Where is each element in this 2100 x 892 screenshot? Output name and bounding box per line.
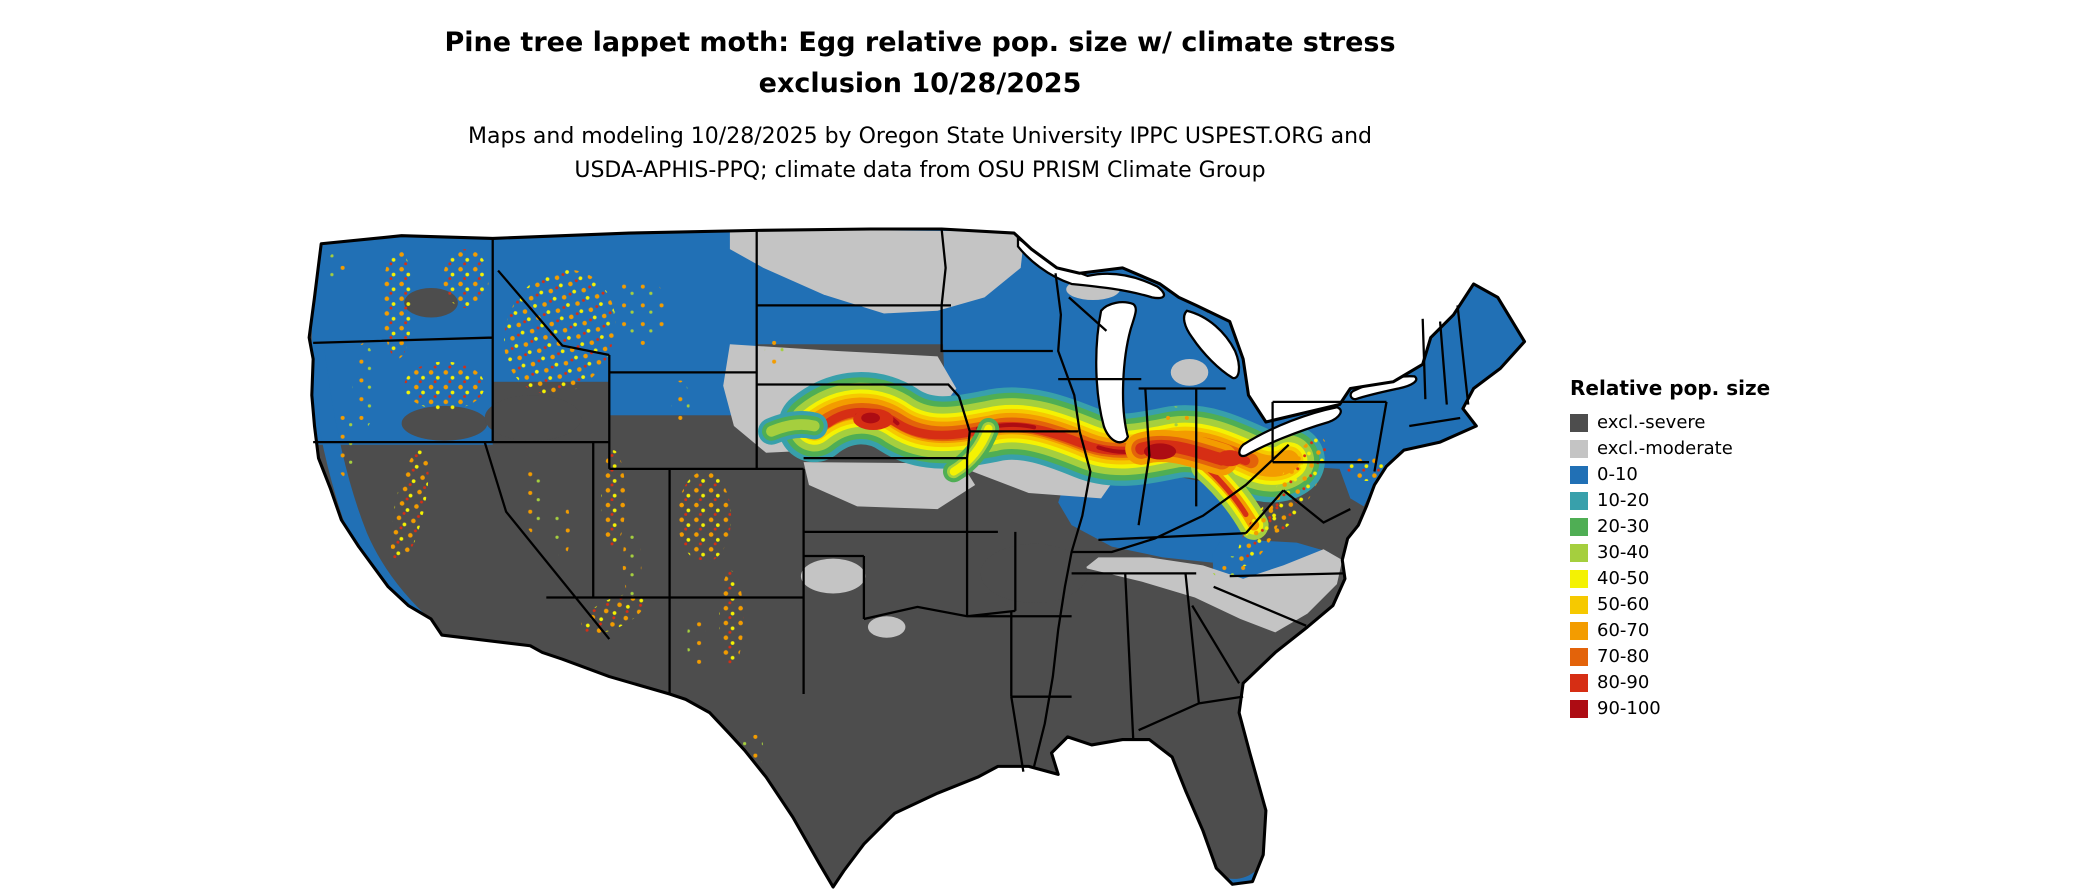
legend-swatch — [1570, 648, 1588, 666]
legend-swatch — [1570, 492, 1588, 510]
legend-row: 0-10 — [1570, 462, 1770, 488]
legend-row: excl.-moderate — [1570, 436, 1770, 462]
legend-swatch — [1570, 674, 1588, 692]
legend: Relative pop. size excl.-severe excl.-mo… — [1570, 376, 1770, 722]
legend-swatch — [1570, 570, 1588, 588]
map-subtitle-line1: Maps and modeling 10/28/2025 by Oregon S… — [468, 124, 1372, 149]
legend-label: 0-10 — [1597, 464, 1638, 485]
legend-swatch — [1570, 700, 1588, 718]
legend-label: 80-90 — [1597, 672, 1650, 693]
legend-row: 70-80 — [1570, 644, 1770, 670]
map-title-line1: Pine tree lappet moth: Egg relative pop.… — [444, 27, 1396, 58]
legend-label: 90-100 — [1597, 698, 1661, 719]
legend-label: 70-80 — [1597, 646, 1650, 667]
legend-label: 50-60 — [1597, 594, 1650, 615]
legend-label: 30-40 — [1597, 542, 1650, 563]
lake-huron — [1182, 309, 1241, 380]
legend-label: 10-20 — [1597, 490, 1650, 511]
legend-row: 20-30 — [1570, 514, 1770, 540]
legend-swatch — [1570, 622, 1588, 640]
legend-row: 30-40 — [1570, 540, 1770, 566]
legend-label: 20-30 — [1597, 516, 1650, 537]
us-outline — [307, 227, 1527, 889]
legend-swatch — [1570, 518, 1588, 536]
legend-row: excl.-severe — [1570, 410, 1770, 436]
legend-label: 40-50 — [1597, 568, 1650, 589]
state-borders — [313, 228, 1470, 772]
lake-erie — [1238, 406, 1342, 458]
lake-michigan — [1095, 301, 1137, 444]
legend-label: excl.-moderate — [1597, 438, 1733, 459]
legend-row: 50-60 — [1570, 592, 1770, 618]
legend-row: 60-70 — [1570, 618, 1770, 644]
legend-row: 80-90 — [1570, 670, 1770, 696]
legend-swatch — [1570, 440, 1588, 458]
map-raster-layers — [309, 229, 1525, 887]
legend-label: excl.-severe — [1597, 412, 1706, 433]
legend-row: 40-50 — [1570, 566, 1770, 592]
us-choropleth-map — [307, 227, 1527, 889]
mountain-speckle-regions — [326, 246, 1388, 775]
legend-swatch — [1570, 466, 1588, 484]
legend-row: 90-100 — [1570, 696, 1770, 722]
great-lakes — [1016, 236, 1418, 458]
map-subtitle: Maps and modeling 10/28/2025 by Oregon S… — [468, 120, 1372, 188]
map-title: Pine tree lappet moth: Egg relative pop.… — [444, 22, 1395, 104]
map-title-line2: exclusion 10/28/2025 — [758, 68, 1082, 99]
legend-items: excl.-severe excl.-moderate 0-10 10-20 2… — [1570, 410, 1770, 722]
map-subtitle-line2: USDA-APHIS-PPQ; climate data from OSU PR… — [574, 158, 1266, 183]
legend-label: 60-70 — [1597, 620, 1650, 641]
severe-exclusion-patches — [401, 287, 1088, 603]
legend-row: 10-20 — [1570, 488, 1770, 514]
legend-swatch — [1570, 596, 1588, 614]
legend-swatch — [1570, 544, 1588, 562]
legend-swatch — [1570, 414, 1588, 432]
legend-title: Relative pop. size — [1570, 376, 1771, 400]
